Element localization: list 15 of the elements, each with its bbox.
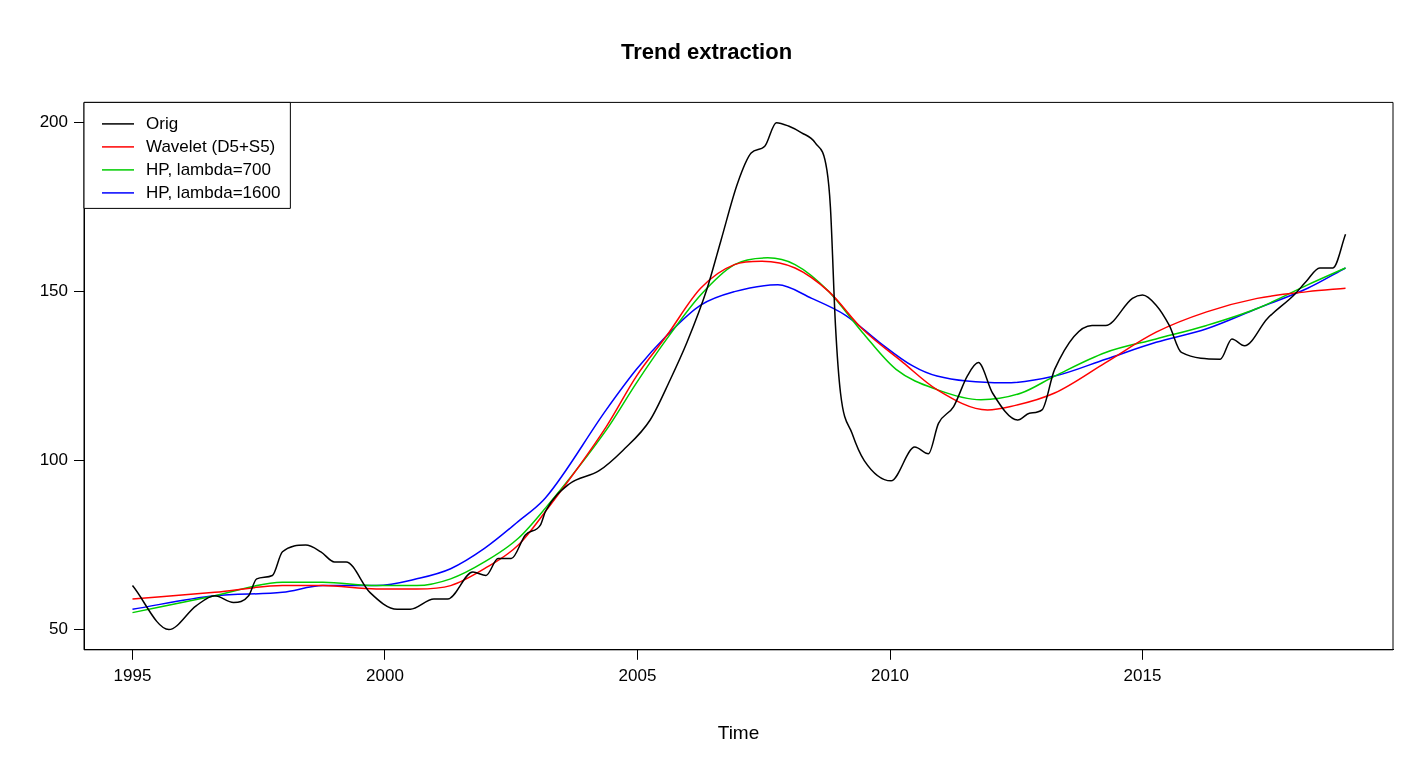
y-tick-label: 100 (39, 450, 68, 470)
legend-label: HP, lambda=700 (146, 159, 271, 179)
x-axis-title: Time (717, 721, 760, 743)
legend-label: Orig (146, 113, 179, 133)
y-tick-label: 150 (39, 281, 68, 301)
x-tick-label: 1995 (113, 665, 152, 685)
x-tick-label: 2015 (1123, 665, 1162, 685)
y-tick-label: 200 (39, 112, 68, 132)
y-tick-label: 50 (49, 619, 68, 639)
x-tick-label: 2005 (618, 665, 657, 685)
chart-title: Trend extraction (620, 39, 793, 65)
legend-label: HP, lambda=1600 (146, 182, 281, 202)
x-tick-label: 2000 (366, 665, 404, 685)
x-tick-label: 2010 (871, 665, 909, 685)
legend-label: Wavelet (D5+S5) (146, 136, 276, 156)
